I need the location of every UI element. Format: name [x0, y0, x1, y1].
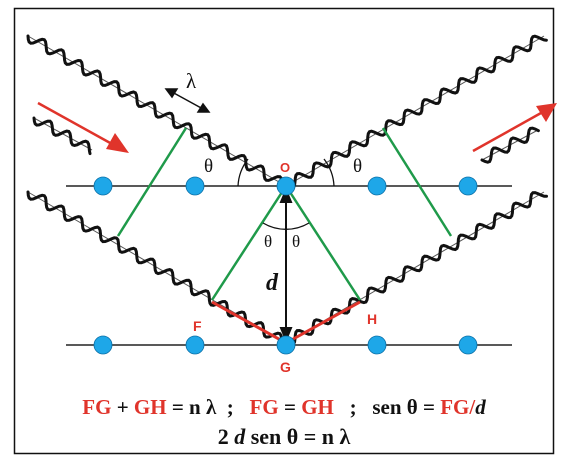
bottom-atom-1 — [93, 335, 113, 355]
wave-group — [26, 34, 548, 349]
diffracted-arrowhead — [536, 103, 557, 122]
wavefront-lines — [116, 127, 453, 301]
bottom-atom-3 — [276, 335, 296, 355]
wavefront-right-inner — [284, 185, 362, 301]
equation-line-1: FG + GH = n λ ; FG = GH ; sen θ = FG/d — [82, 395, 486, 419]
diffracted-wave-fragment — [480, 126, 540, 164]
upper-wave — [26, 34, 548, 192]
incident-arrow-shaft — [37, 101, 113, 146]
angle-arc-right — [323, 158, 335, 187]
wavefront-left-inner — [210, 185, 288, 301]
atom-group — [93, 176, 478, 355]
top-atom-1 — [93, 176, 113, 196]
top-atom-2 — [185, 176, 205, 196]
lower-wave — [26, 190, 548, 349]
bottom-atom-2 — [185, 335, 205, 355]
segment-GH — [285, 300, 361, 345]
angle-arc-center — [262, 222, 310, 230]
theta-label-center-left: θ — [264, 232, 272, 251]
spacing-arrow — [279, 187, 293, 343]
diffracted-arrow-shaft — [472, 111, 542, 153]
incident-arrowhead — [106, 133, 129, 153]
incident-wave-fragment — [32, 116, 92, 156]
point-label-O: O — [280, 160, 290, 175]
theta-label-center-right: θ — [292, 232, 300, 251]
wavefront-left-outer — [116, 127, 188, 237]
point-label-G: G — [280, 359, 291, 375]
wavefront-right-outer — [381, 127, 453, 237]
theta-label-right: θ — [353, 156, 362, 177]
equation-line-2: 2 d sen θ = n λ — [218, 424, 351, 449]
bottom-atom-4 — [367, 335, 387, 355]
beam-arrows — [37, 101, 557, 153]
point-label-H: H — [367, 311, 377, 327]
top-atom-3 — [276, 176, 296, 196]
wavelength-label: λ — [186, 69, 197, 93]
wavelength-arrow — [164, 88, 211, 113]
bottom-atom-5 — [458, 335, 478, 355]
segment-FG — [211, 300, 287, 345]
theta-label-left: θ — [204, 156, 213, 177]
top-atom-4 — [367, 176, 387, 196]
top-atom-5 — [458, 176, 478, 196]
frame-border — [13, 7, 555, 455]
spacing-label-d: d — [266, 270, 279, 296]
point-label-F: F — [193, 318, 202, 334]
path-difference-segments — [211, 300, 361, 345]
angle-arc-left — [237, 158, 249, 187]
angle-arcs — [237, 158, 335, 230]
